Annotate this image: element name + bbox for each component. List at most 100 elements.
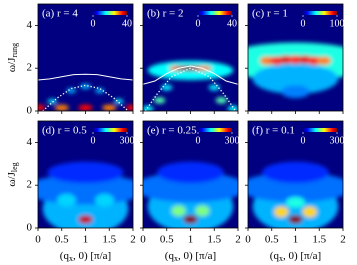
heat-spot bbox=[262, 161, 329, 184]
heat-spot bbox=[79, 83, 92, 89]
x-label-sub: x bbox=[279, 254, 283, 263]
colorbar-tick-label: 0 bbox=[301, 135, 306, 146]
colorbar-tick-label: 300 bbox=[225, 135, 240, 146]
panel-title: (f) r = 0.1 bbox=[252, 125, 295, 137]
panel bbox=[248, 4, 343, 111]
colorbar-tick-label: 0 bbox=[196, 135, 201, 146]
x-axis-label: (qx, 0) [π/a] bbox=[60, 250, 111, 263]
heat-spot bbox=[195, 205, 210, 217]
heat-spot bbox=[66, 88, 76, 94]
colorbar-tick-label: 100 bbox=[330, 18, 345, 29]
colorbar bbox=[93, 11, 127, 15]
y-tick-label: 2 bbox=[27, 179, 33, 191]
heat-spot bbox=[47, 161, 124, 184]
x-tick-label: 0.5 bbox=[265, 234, 279, 246]
panel-title: (b) r = 2 bbox=[147, 8, 183, 20]
heat-spot bbox=[95, 88, 105, 94]
heatmap bbox=[248, 161, 343, 228]
x-label-part: , 0) [π/a] bbox=[178, 250, 216, 262]
x-label-part: (q bbox=[165, 250, 175, 262]
heat-spot bbox=[125, 104, 133, 111]
heatmap bbox=[143, 60, 238, 111]
heat-spot bbox=[95, 193, 114, 207]
heat-spot bbox=[281, 85, 310, 99]
colorbar bbox=[303, 128, 337, 132]
colorbar-tick-label: 0 bbox=[91, 135, 96, 146]
y-tick-label: 4 bbox=[27, 136, 33, 148]
heat-spot bbox=[316, 56, 332, 65]
overlay-line bbox=[38, 73, 133, 81]
x-tick-label: 0 bbox=[245, 234, 251, 246]
heat-spot bbox=[286, 196, 305, 208]
panel-title: (e) r = 0.25 bbox=[147, 125, 197, 137]
x-tick-label: 1.5 bbox=[207, 234, 221, 246]
panel-title: (d) r = 0.5 bbox=[42, 125, 87, 137]
x-tick-label: 1 bbox=[293, 234, 299, 246]
y-axis-label: ω/Jleg bbox=[6, 162, 19, 186]
heat-spot bbox=[47, 98, 57, 104]
x-tick-label: 0 bbox=[35, 234, 41, 246]
y-axis-label: ω/Jrung bbox=[6, 43, 19, 72]
heat-spot bbox=[302, 206, 317, 218]
overlay-line bbox=[143, 65, 238, 85]
overlay-line bbox=[144, 67, 237, 111]
heat-spot bbox=[153, 97, 166, 104]
heat-spot bbox=[57, 193, 76, 207]
colorbar bbox=[198, 128, 232, 132]
heatmap bbox=[143, 161, 238, 228]
heat-spot bbox=[252, 63, 339, 94]
y-label-sub: rung bbox=[10, 43, 19, 58]
x-label-sub: x bbox=[174, 254, 178, 263]
y-tick-label: 0 bbox=[27, 222, 33, 234]
x-label-sub: x bbox=[69, 254, 73, 263]
heat-spot bbox=[208, 84, 220, 91]
panel bbox=[38, 121, 133, 228]
x-tick-label: 1 bbox=[188, 234, 194, 246]
x-label-part: , 0) [π/a] bbox=[73, 250, 111, 262]
heat-spot bbox=[274, 206, 289, 218]
x-tick-label: 2 bbox=[340, 234, 346, 246]
colorbar-tick-label: 0 bbox=[196, 18, 201, 29]
x-tick-label: 0.5 bbox=[160, 234, 174, 246]
x-label-part: (q bbox=[60, 250, 70, 262]
heat-spot bbox=[197, 65, 212, 71]
heat-spot bbox=[171, 205, 186, 217]
x-tick-label: 1.5 bbox=[102, 234, 116, 246]
panel-title: (a) r = 4 bbox=[42, 8, 78, 20]
x-tick-label: 1.5 bbox=[312, 234, 326, 246]
x-tick-label: 2 bbox=[130, 234, 136, 246]
panel bbox=[248, 121, 343, 228]
plot-background bbox=[143, 4, 238, 111]
x-tick-label: 2 bbox=[235, 234, 241, 246]
heat-spot bbox=[102, 104, 117, 111]
plot-background bbox=[38, 4, 133, 111]
panel bbox=[143, 4, 238, 111]
y-label-sub: leg bbox=[10, 162, 19, 172]
x-label-part: , 0) [π/a] bbox=[283, 250, 321, 262]
panel bbox=[38, 4, 133, 111]
colorbar-tick-label: 300 bbox=[330, 135, 345, 146]
heat-spot bbox=[248, 172, 343, 203]
x-tick-label: 1 bbox=[83, 234, 89, 246]
panel-title: (c) r = 1 bbox=[252, 8, 288, 20]
y-label-main: ω/J bbox=[6, 57, 18, 72]
y-tick-label: 2 bbox=[27, 62, 33, 74]
colorbar bbox=[303, 11, 337, 15]
colorbar-tick-label: 40 bbox=[122, 18, 132, 29]
heat-spot bbox=[161, 84, 173, 91]
panel bbox=[143, 121, 238, 228]
heat-spot bbox=[183, 215, 198, 224]
heat-spot bbox=[38, 104, 46, 111]
overlay-line bbox=[42, 84, 129, 111]
colorbar-tick-label: 300 bbox=[120, 135, 135, 146]
heat-spot bbox=[78, 104, 93, 111]
colorbar-tick-label: 0 bbox=[301, 18, 306, 29]
x-tick-label: 0.5 bbox=[55, 234, 69, 246]
heat-spot bbox=[157, 161, 224, 184]
heatmap bbox=[38, 161, 133, 228]
y-tick-label: 0 bbox=[27, 105, 33, 117]
x-label-part: (q bbox=[270, 250, 280, 262]
heatmap bbox=[248, 42, 343, 99]
y-label-main: ω/J bbox=[6, 171, 18, 186]
